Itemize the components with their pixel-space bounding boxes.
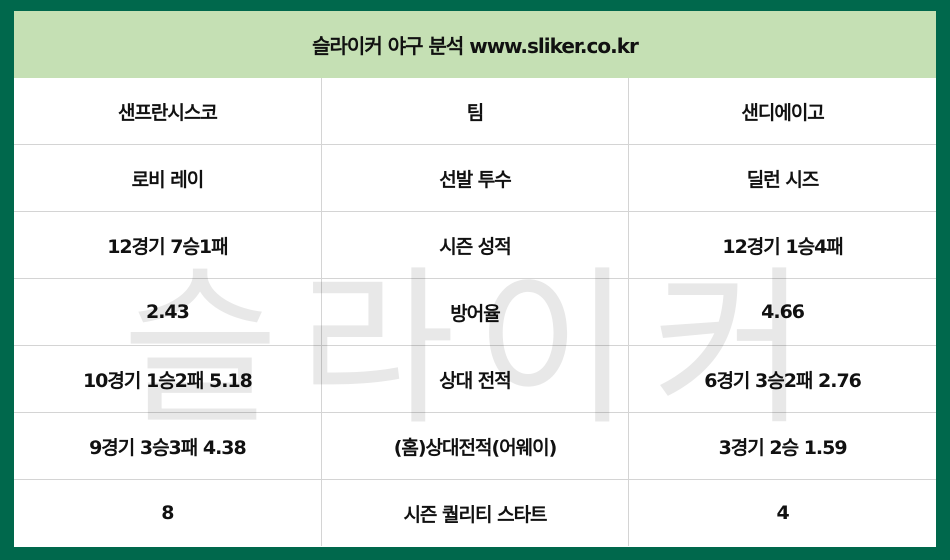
home-team-cell: 12경기 7승1패: [14, 211, 322, 279]
label-cell: 시즌 퀄리티 스타트: [320, 479, 630, 546]
away-team-cell: 4: [628, 479, 936, 546]
label-cell: 팀: [320, 78, 630, 145]
table-row-quality-starts: 8 시즌 퀄리티 스타트 4: [14, 479, 936, 546]
home-team-cell: 로비 레이: [14, 144, 322, 212]
label-cell: 상대 전적: [320, 345, 630, 413]
away-team-cell: 6경기 3승2패 2.76: [628, 345, 936, 413]
table-row-era: 2.43 방어율 4.66: [14, 278, 936, 346]
table-row-home-away-record: 9경기 3승3패 4.38 (홈)상대전적(어웨이) 3경기 2승 1.59: [14, 412, 936, 480]
table-row-team: 샌프란시스코 팀 샌디에이고: [14, 78, 936, 145]
table-row-head-to-head: 10경기 1승2패 5.18 상대 전적 6경기 3승2패 2.76: [14, 345, 936, 413]
home-team-cell: 8: [14, 479, 322, 546]
header-title: 슬라이커 야구 분석 www.sliker.co.kr: [14, 11, 936, 78]
home-team-cell: 9경기 3승3패 4.38: [14, 412, 322, 480]
table-row-season-record: 12경기 7승1패 시즌 성적 12경기 1승4패: [14, 211, 936, 279]
away-team-cell: 딜런 시즈: [628, 144, 936, 212]
away-team-cell: 3경기 2승 1.59: [628, 412, 936, 480]
home-team-cell: 2.43: [14, 278, 322, 346]
table-row-starting-pitcher: 로비 레이 선발 투수 딜런 시즈: [14, 144, 936, 212]
home-team-cell: 10경기 1승2패 5.18: [14, 345, 322, 413]
comparison-card: 슬라이커 야구 분석 www.sliker.co.kr 슬라이커 샌프란시스코 팀…: [14, 11, 936, 547]
label-cell: 방어율: [320, 278, 630, 346]
away-team-cell: 샌디에이고: [628, 78, 936, 145]
away-team-cell: 4.66: [628, 278, 936, 346]
label-cell: 선발 투수: [320, 144, 630, 212]
label-cell: (홈)상대전적(어웨이): [320, 412, 630, 480]
label-cell: 시즌 성적: [320, 211, 630, 279]
away-team-cell: 12경기 1승4패: [628, 211, 936, 279]
home-team-cell: 샌프란시스코: [14, 78, 322, 145]
comparison-table: 샌프란시스코 팀 샌디에이고 로비 레이 선발 투수 딜런 시즈 12경기 7승1패 시즌 성…: [14, 78, 936, 546]
